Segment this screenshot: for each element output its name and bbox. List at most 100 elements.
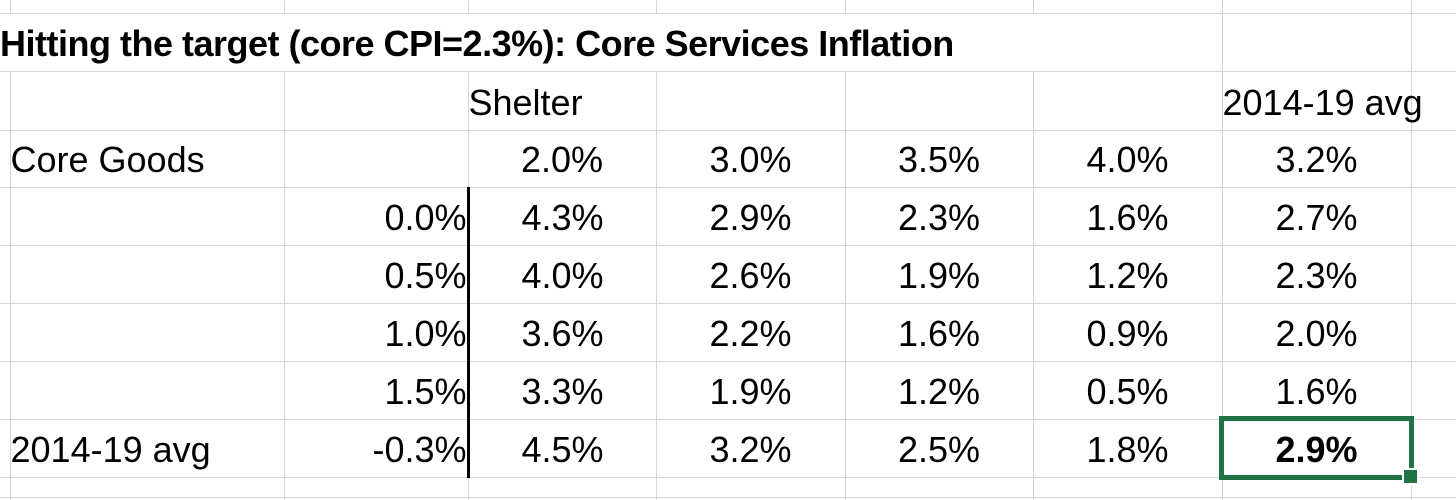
empty-cell[interactable] [10, 187, 285, 246]
shelter-rate-header-cell[interactable]: 2.0% [468, 130, 657, 188]
shelter-avg-header-cell[interactable]: 3.2% [1222, 130, 1412, 188]
shelter-rate-header-cell[interactable]: 3.0% [656, 130, 846, 188]
data-cell[interactable]: 1.2% [1033, 245, 1223, 304]
empty-cell[interactable] [845, 477, 1034, 498]
data-cell[interactable]: 1.6% [1033, 187, 1223, 246]
empty-cell [1222, 497, 1412, 500]
selected-cell[interactable]: 2.9% [1222, 419, 1412, 478]
data-cell[interactable]: 4.0% [466, 245, 657, 304]
empty-cell[interactable] [1411, 0, 1456, 14]
empty-cell[interactable] [10, 303, 285, 362]
data-cell[interactable]: 4.3% [466, 187, 657, 246]
empty-cell[interactable] [10, 71, 285, 131]
data-cell[interactable]: 1.8% [1033, 419, 1223, 478]
empty-cell[interactable] [656, 0, 846, 14]
empty-cell [1033, 497, 1223, 500]
empty-cell[interactable] [845, 0, 1034, 14]
empty-cell[interactable] [1411, 245, 1456, 304]
empty-cell[interactable] [0, 303, 11, 362]
empty-cell[interactable] [845, 71, 1034, 131]
empty-cell [656, 497, 846, 500]
data-cell[interactable]: 3.6% [466, 303, 657, 362]
core-goods-rate-cell[interactable]: 0.0% [284, 187, 469, 246]
empty-cell[interactable] [10, 477, 285, 498]
empty-cell[interactable] [656, 71, 846, 131]
core-goods-rate-cell[interactable]: 1.5% [284, 361, 469, 420]
data-cell[interactable]: 1.9% [845, 245, 1034, 304]
data-row: 0.5% 4.0% 2.6% 1.9% 1.2% 2.3% [0, 245, 1456, 304]
core-goods-rate-cell[interactable]: 1.0% [284, 303, 469, 362]
avg-row: 2014-19 avg -0.3% 4.5% 3.2% 2.5% 1.8% 2.… [0, 419, 1456, 478]
empty-cell[interactable] [1411, 361, 1456, 420]
empty-cell[interactable] [0, 361, 11, 420]
core-goods-rate-cell[interactable]: 0.5% [284, 245, 469, 304]
empty-cell[interactable] [0, 477, 11, 498]
empty-cell[interactable] [1411, 419, 1456, 478]
empty-cell[interactable] [1033, 477, 1223, 498]
grid-row-top-partial [0, 0, 1456, 14]
empty-cell[interactable] [1411, 477, 1456, 498]
empty-cell[interactable] [1411, 303, 1456, 362]
empty-cell[interactable] [1411, 71, 1456, 131]
empty-cell[interactable] [1411, 187, 1456, 246]
column-avg-header-label[interactable]: 2014-19 avg [1222, 71, 1423, 131]
empty-cell[interactable] [10, 245, 285, 304]
empty-cell[interactable] [0, 71, 11, 131]
data-cell[interactable]: 2.5% [845, 419, 1034, 478]
row-avg-cell[interactable]: 2.0% [1222, 303, 1412, 362]
empty-cell[interactable] [0, 245, 11, 304]
grid-row-edge [0, 497, 1456, 500]
empty-cell[interactable] [0, 187, 11, 246]
shelter-rate-header-cell[interactable]: 3.5% [845, 130, 1034, 188]
empty-cell[interactable] [1411, 130, 1456, 188]
empty-cell[interactable] [1033, 0, 1223, 14]
empty-cell[interactable] [1222, 477, 1412, 498]
empty-cell[interactable] [0, 419, 11, 478]
core-goods-label[interactable]: Core Goods [10, 130, 285, 188]
data-cell[interactable]: 2.6% [656, 245, 846, 304]
empty-cell[interactable] [656, 477, 846, 498]
shelter-rates-row: Core Goods 2.0% 3.0% 3.5% 4.0% 3.2% [0, 130, 1456, 188]
empty-cell[interactable] [1411, 13, 1456, 72]
data-cell[interactable]: 3.2% [656, 419, 846, 478]
empty-cell[interactable] [284, 0, 469, 14]
data-cell[interactable]: 1.9% [656, 361, 846, 420]
empty-cell[interactable] [284, 477, 469, 498]
empty-cell[interactable] [1033, 71, 1223, 131]
sheet-title[interactable]: Hitting the target (core CPI=2.3%): Core… [0, 13, 1223, 72]
empty-cell [284, 497, 469, 500]
shelter-rate-header-cell[interactable]: 4.0% [1033, 130, 1223, 188]
core-goods-rate-cell[interactable]: -0.3% [284, 419, 469, 478]
row-avg-cell[interactable]: 2.3% [1222, 245, 1412, 304]
empty-cell[interactable] [10, 0, 285, 14]
row-avg-label[interactable]: 2014-19 avg [10, 419, 285, 478]
grid-row-bottom-partial [0, 477, 1456, 498]
data-cell[interactable]: 2.2% [656, 303, 846, 362]
empty-cell [845, 497, 1034, 500]
data-cell[interactable]: 3.3% [466, 361, 657, 420]
empty-cell[interactable] [0, 130, 11, 188]
data-row: 1.5% 3.3% 1.9% 1.2% 0.5% 1.6% [0, 361, 1456, 420]
empty-cell[interactable] [468, 0, 657, 14]
data-cell[interactable]: 0.9% [1033, 303, 1223, 362]
shelter-header-label[interactable]: Shelter [468, 71, 657, 131]
empty-cell [0, 497, 11, 500]
data-cell[interactable]: 4.5% [466, 419, 657, 478]
row-avg-cell[interactable]: 2.7% [1222, 187, 1412, 246]
empty-cell[interactable] [1222, 0, 1412, 14]
empty-cell[interactable] [468, 477, 657, 498]
data-cell[interactable]: 0.5% [1033, 361, 1223, 420]
data-cell[interactable]: 2.3% [845, 187, 1034, 246]
data-cell[interactable]: 2.9% [656, 187, 846, 246]
fill-handle[interactable] [1404, 470, 1417, 483]
empty-cell[interactable] [1222, 13, 1412, 72]
data-row: 1.0% 3.6% 2.2% 1.6% 0.9% 2.0% [0, 303, 1456, 362]
empty-cell[interactable] [0, 0, 11, 14]
empty-cell[interactable] [284, 71, 469, 131]
row-avg-cell[interactable]: 1.6% [1222, 361, 1412, 420]
data-cell[interactable]: 1.6% [845, 303, 1034, 362]
empty-cell[interactable] [10, 361, 285, 420]
data-cell[interactable]: 1.2% [845, 361, 1034, 420]
empty-cell[interactable] [284, 130, 469, 188]
